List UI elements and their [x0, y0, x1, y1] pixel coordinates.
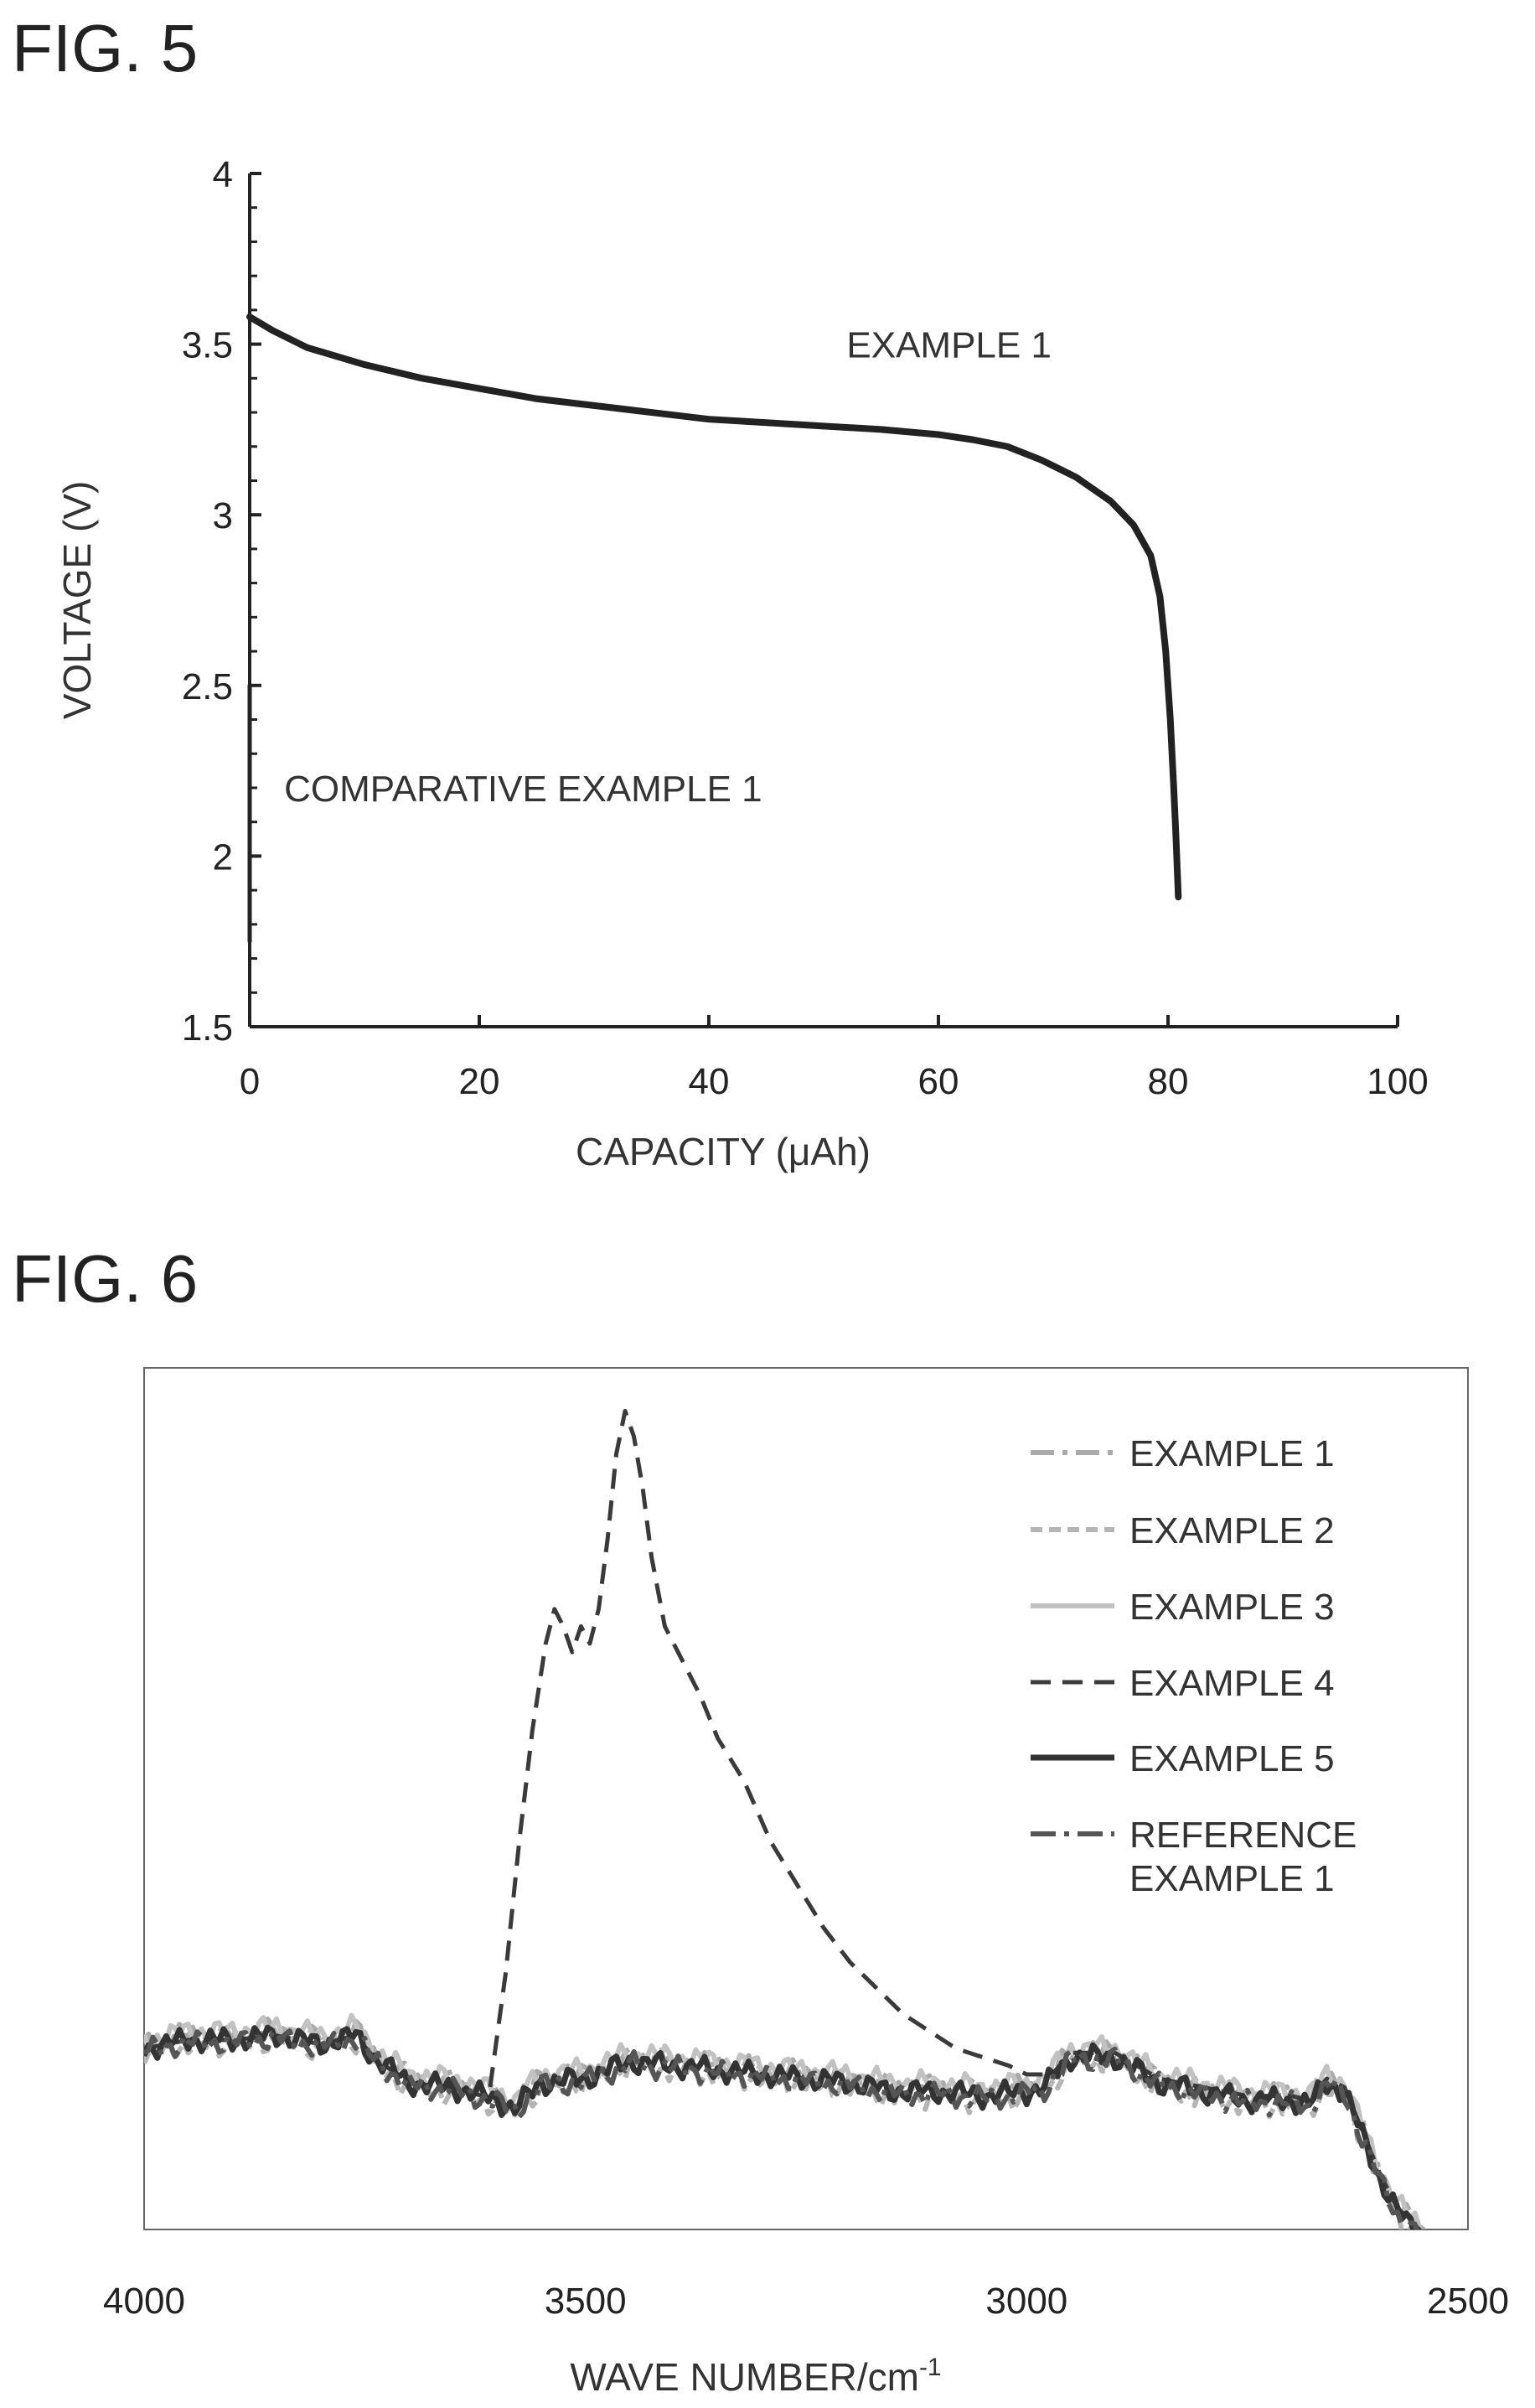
- fig6-series-example-1: [144, 2016, 1425, 2229]
- fig6-legend-label: EXAMPLE 5: [1129, 1738, 1335, 1779]
- fig5-y-tick-label: 1.5: [182, 1007, 233, 1049]
- fig6-legend-label: EXAMPLE 3: [1129, 1587, 1335, 1628]
- fig6-plot-frame: [143, 1367, 1469, 2230]
- fig6-legend-label: REFERENCE: [1129, 1815, 1357, 1856]
- fig6-x-tick-label: 2500: [1427, 2281, 1509, 2322]
- fig5-x-tick-label: 40: [689, 1061, 730, 1102]
- fig5-y-tick-label: 2: [213, 836, 233, 878]
- fig5-x-tick-label: 60: [918, 1061, 959, 1102]
- fig6-series-reference-example-1: [144, 2028, 1419, 2229]
- fig6-label: FIG. 6: [12, 1241, 199, 1316]
- fig5-series-example-1: [246, 313, 1182, 901]
- fig5-x-tick-label: 100: [1367, 1061, 1428, 1102]
- fig5-x-tick-label: 0: [240, 1061, 260, 1102]
- fig6-x-tick-label: 3000: [985, 2281, 1067, 2322]
- fig6-x-tick-label: 4000: [103, 2281, 185, 2322]
- fig6-legend-label: EXAMPLE 1: [1129, 1858, 1335, 1899]
- fig6-x-tick-label: 3500: [545, 2281, 627, 2322]
- fig5-x-axis-label: CAPACITY (μAh): [576, 1130, 871, 1173]
- fig5-x-tick-label: 20: [459, 1061, 500, 1102]
- fig5-y-tick-label: 2.5: [182, 666, 233, 707]
- fig5-label: FIG. 5: [12, 11, 199, 85]
- fig5-annotation-example-1: EXAMPLE 1: [846, 325, 1052, 366]
- fig6-plot-area: [144, 1408, 1425, 2229]
- fig5-y-axis-label: VOLTAGE (V): [55, 481, 99, 720]
- fig5-annotation-comparative-example-1: COMPARATIVE EXAMPLE 1: [284, 769, 762, 810]
- fig5-x-tick-label: 80: [1148, 1061, 1189, 1102]
- fig6-x-axis-label: WAVE NUMBER/cm-1: [570, 2354, 941, 2399]
- fig5-y-tick-label: 3: [213, 495, 233, 536]
- fig6-legend-label: EXAMPLE 1: [1129, 1433, 1335, 1474]
- fig5-y-tick-label: 3.5: [182, 325, 233, 366]
- fig6-legend-label: EXAMPLE 2: [1129, 1510, 1335, 1551]
- fig5-y-tick-label: 4: [213, 154, 233, 195]
- fig6-legend-label: EXAMPLE 4: [1129, 1663, 1335, 1704]
